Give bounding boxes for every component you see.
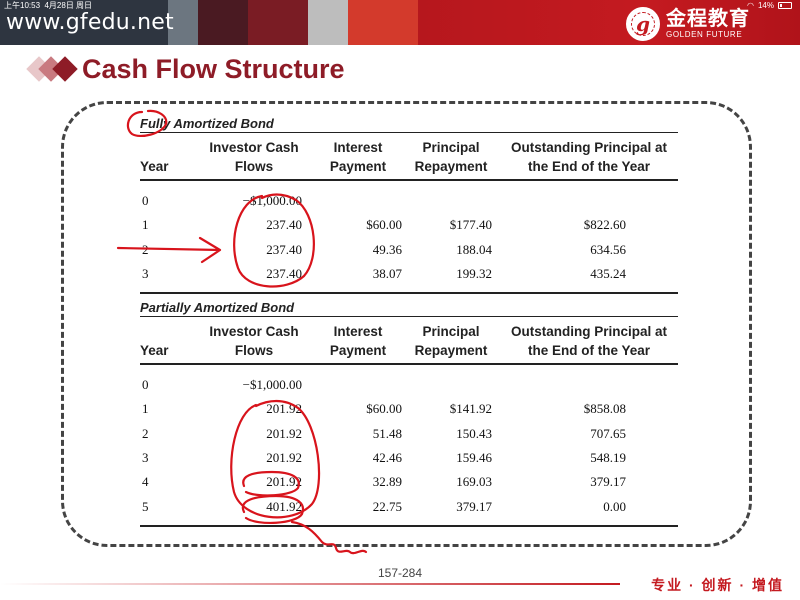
table-row: 0 −$1,000.00 <box>142 377 302 393</box>
diamond-bullets-icon <box>20 52 82 86</box>
battery-icon <box>778 2 792 9</box>
slide-title: Cash Flow Structure <box>82 53 345 84</box>
header-interest: Interest Payment <box>329 324 387 358</box>
site-url: www.gfedu.net <box>6 10 174 35</box>
table-row: 4 201.92 32.89 169.03 379.17 <box>142 474 626 490</box>
status-date: 4月28日 周日 <box>44 1 93 10</box>
table-row: 1 237.40 $60.00 $177.40 $822.60 <box>142 217 626 233</box>
table-row: 3 201.92 42.46 159.46 548.19 <box>142 450 626 466</box>
dashed-frame <box>61 101 752 547</box>
table-row: 2 201.92 51.48 150.43 707.65 <box>142 425 626 441</box>
header-cash-flows: Investor Cash Flows <box>209 140 299 174</box>
header-year: Year <box>140 343 169 358</box>
table-header: Year Investor Cash Flows Interest Paymen… <box>140 317 678 365</box>
footer-line <box>0 583 620 585</box>
header-outstanding: Outstanding Principal at the End of the … <box>510 140 667 174</box>
page-number: 157-284 <box>377 566 423 580</box>
table-header: Year Investor Cash Flows Interest Paymen… <box>140 133 678 181</box>
table-body: 0 −$1,000.00 1 237.40 $60.00 $177.40 $822.6… <box>140 181 678 295</box>
brand-logo: g 金程教育 GOLDEN FUTURE <box>626 7 750 41</box>
wifi-icon: ◠ <box>747 1 754 10</box>
table-title: Partially Amortized Bond <box>140 299 678 317</box>
table-body: 0 −$1,000.00 1 201.92 $60.00 $141.92 $858.0… <box>140 365 678 527</box>
header-year: Year <box>140 159 169 174</box>
logo-seal-icon: g <box>626 7 660 41</box>
header-interest: Interest Payment <box>329 140 387 174</box>
fully-amortized-table: Fully Amortized Bond Year Investor Cash … <box>140 115 678 295</box>
header-banner <box>0 0 800 45</box>
table-row: 0 −$1,000.00 <box>142 193 302 209</box>
table-row: 3 237.40 38.07 199.32 435.24 <box>142 266 626 282</box>
table-title: Fully Amortized Bond <box>140 115 678 133</box>
header-principal: Principal Repayment <box>414 324 488 358</box>
table-row: 5 401.92 22.75 379.17 0.00 <box>142 498 626 514</box>
logo-chinese-name: 金程教育 <box>666 8 750 30</box>
slide-title-area: Cash Flow Structure <box>20 52 345 86</box>
table-row: 1 201.92 $60.00 $141.92 $858.08 <box>142 401 626 417</box>
status-bar: 上午10:53 4月28日 周日 ◠ 14% <box>0 0 800 11</box>
footer-slogan: 专业 · 创新 · 增值 <box>651 577 784 593</box>
header-outstanding: Outstanding Principal at the End of the … <box>510 324 667 358</box>
header-cash-flows: Investor Cash Flows <box>209 324 299 358</box>
table-row: 2 237.40 49.36 188.04 634.56 <box>142 241 626 257</box>
status-time: 上午10:53 <box>4 1 41 10</box>
header-principal: Principal Repayment <box>414 140 488 174</box>
logo-english-name: GOLDEN FUTURE <box>666 30 743 39</box>
partially-amortized-table: Partially Amortized Bond Year Investor C… <box>140 299 678 527</box>
battery-percent: 14% <box>757 1 774 10</box>
